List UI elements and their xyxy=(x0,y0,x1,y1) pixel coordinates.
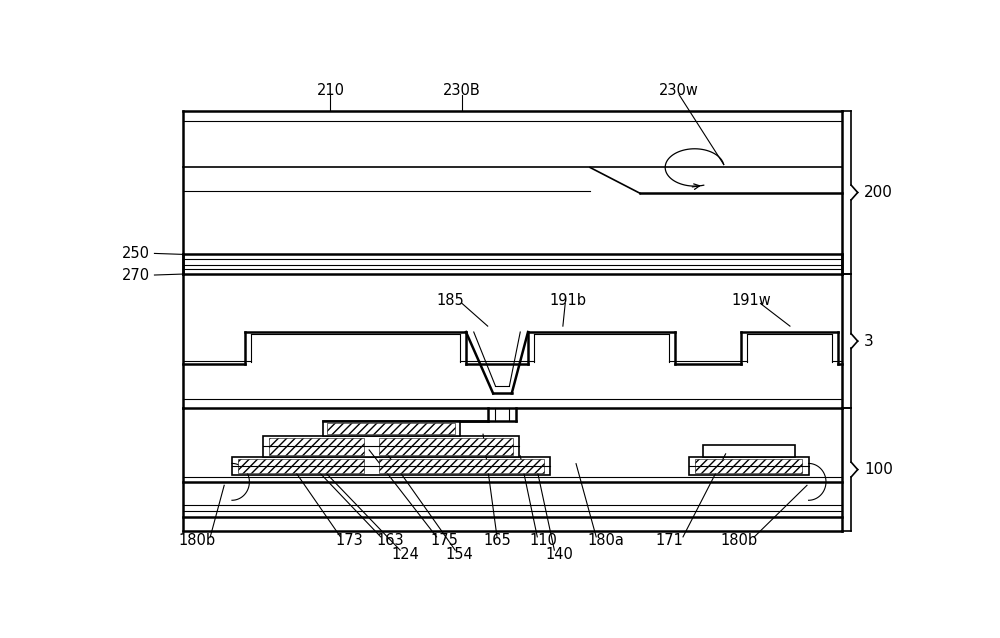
Text: 180b: 180b xyxy=(720,533,757,548)
Text: 3: 3 xyxy=(864,334,874,348)
Bar xyxy=(238,459,364,473)
Text: 124: 124 xyxy=(392,547,419,561)
Text: 230B: 230B xyxy=(443,83,481,98)
Bar xyxy=(323,422,460,436)
Bar xyxy=(269,438,364,455)
Text: 230w: 230w xyxy=(659,83,699,98)
Text: 171: 171 xyxy=(655,533,683,548)
Text: 175: 175 xyxy=(430,533,458,548)
Text: 180b: 180b xyxy=(179,533,216,548)
Bar xyxy=(379,459,544,473)
Text: 154: 154 xyxy=(446,547,474,561)
Text: 100: 100 xyxy=(864,462,893,477)
Bar xyxy=(703,445,795,457)
Text: 191b: 191b xyxy=(550,293,587,308)
Bar xyxy=(263,436,519,457)
Text: 165: 165 xyxy=(483,533,511,548)
Bar xyxy=(327,424,455,434)
Bar xyxy=(695,459,802,473)
Text: 180a: 180a xyxy=(587,533,624,548)
Text: 200: 200 xyxy=(864,185,893,200)
Text: 110: 110 xyxy=(530,533,557,548)
Text: 210: 210 xyxy=(316,83,344,98)
Bar xyxy=(689,457,809,475)
Bar xyxy=(379,438,512,455)
Bar xyxy=(232,457,550,475)
Text: 185: 185 xyxy=(437,293,464,308)
Text: 163: 163 xyxy=(376,533,404,548)
Text: 140: 140 xyxy=(545,547,573,561)
Text: 191w: 191w xyxy=(731,293,771,308)
Text: 250: 250 xyxy=(122,246,150,261)
Text: 270: 270 xyxy=(122,267,150,283)
Text: 173: 173 xyxy=(336,533,364,548)
